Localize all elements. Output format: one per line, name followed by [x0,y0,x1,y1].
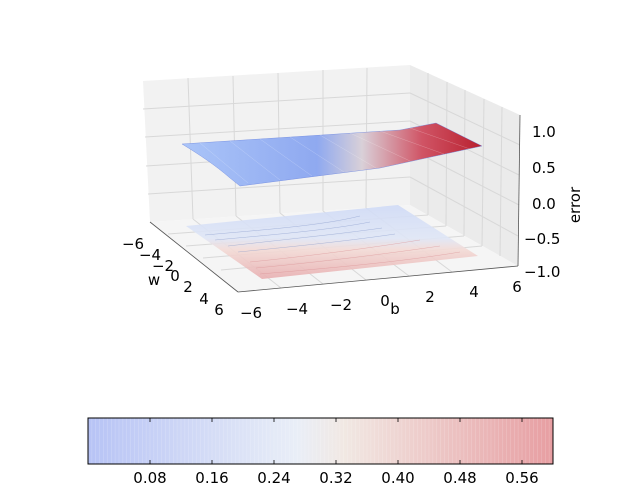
colorbar-tick-label: 0.08 [133,469,166,487]
y-tick: 2 [183,278,193,296]
y-tick: 0 [170,267,180,285]
z-tick: −1.0 [524,263,560,281]
floor-contour [186,205,478,279]
x-tick: −6 [240,304,262,322]
colorbar-tick-label: 0.24 [257,469,290,487]
colorbar-fill [88,418,553,464]
y-tick: 6 [214,301,224,319]
colorbar-tick-label: 0.48 [443,469,476,487]
colorbar-tick-label: 0.32 [319,469,352,487]
x-tick: −4 [286,300,308,318]
colorbar-stripes [91,418,550,464]
y-axis-label: w [148,271,160,289]
z-axis-label: error [566,186,584,223]
y-tick: 4 [199,290,209,308]
x-tick: 4 [469,283,479,301]
z-tick: 1.0 [532,123,556,141]
x-axis-label: b [390,300,400,318]
right-pane [410,65,520,266]
colorbar-ticks: 0.08 0.16 0.24 0.32 0.40 0.48 0.56 [133,418,539,487]
x-tick: −2 [330,296,352,314]
x-tick: 6 [512,278,522,296]
colorbar: 0.08 0.16 0.24 0.32 0.40 0.48 0.56 [87,417,554,487]
y-axis: −6 −4 −2 0 2 4 6 w [122,235,224,319]
z-tick: 0.0 [532,195,556,213]
colorbar-tick-label: 0.16 [195,469,228,487]
y-tick: −6 [122,235,144,253]
surface [181,122,483,187]
x-axis: −6 −4 −2 0 2 4 6 b [240,278,522,322]
colorbar-frame [87,417,554,465]
x-tick: 0 [380,292,390,310]
z-tick: −0.5 [524,230,560,248]
colorbar-tick-label: 0.40 [381,469,414,487]
z-axis: 1.0 0.5 0.0 −0.5 −1.0 error [524,123,584,281]
y-tick: −2 [152,257,174,275]
x-tick: 2 [425,288,435,306]
colorbar-tick-label: 0.56 [505,469,538,487]
y-tick: −4 [139,246,161,264]
error-surface [181,122,483,187]
box-edges [149,114,521,293]
z-tick: 0.5 [532,159,556,177]
